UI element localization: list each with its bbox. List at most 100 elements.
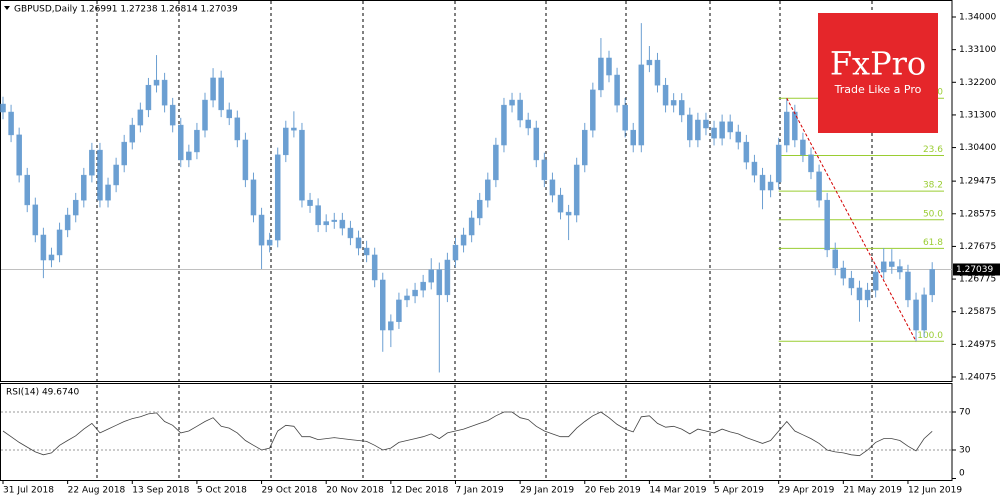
y-tick-label: 1.25875	[959, 307, 996, 317]
candle-body	[751, 161, 758, 176]
candle-body	[339, 219, 346, 229]
candle-body	[485, 179, 491, 201]
y-tick-label: 1.33100	[959, 45, 996, 55]
current-price-tag	[953, 263, 1000, 276]
logo-box	[818, 13, 938, 133]
candle-body	[816, 171, 822, 201]
candle-body	[145, 84, 152, 111]
trendline	[786, 98, 917, 342]
indicator-tick-label: 70	[959, 408, 971, 418]
candle-body	[121, 141, 127, 166]
candle-body	[105, 184, 111, 201]
fibonacci-label: 38.2	[923, 181, 943, 191]
candle-body	[169, 104, 176, 126]
x-tick-label: 29 Oct 2018	[262, 486, 318, 496]
candle-body	[452, 244, 459, 261]
candle-body	[153, 79, 160, 86]
candle-body	[549, 179, 556, 196]
candle-body	[824, 199, 830, 251]
candle-body	[113, 164, 119, 186]
candle-body	[468, 217, 475, 236]
candle-body	[493, 144, 499, 181]
y-tick-label: 1.32200	[959, 78, 996, 88]
candle-body	[258, 214, 265, 246]
candle-body	[89, 149, 95, 176]
candle-body	[646, 59, 653, 66]
candle-body	[97, 149, 103, 201]
candle-body	[460, 234, 467, 246]
candle-body	[420, 281, 426, 291]
x-tick-label: 7 Jan 2019	[455, 486, 503, 496]
candle-body	[678, 100, 685, 116]
candle-body	[727, 121, 733, 133]
candle-body	[226, 109, 232, 119]
candle-body	[129, 124, 136, 143]
candle-body	[630, 129, 636, 146]
candle-body	[331, 219, 338, 222]
candle-body	[775, 144, 782, 183]
candle-body	[210, 77, 216, 101]
candle-body	[32, 204, 39, 236]
indicator-frame	[0, 383, 953, 481]
x-tick-label: 29 Jan 2019	[520, 486, 574, 496]
candle-body	[16, 134, 22, 176]
candle-body	[476, 199, 483, 219]
candle-body	[565, 211, 572, 216]
candle-body	[687, 114, 693, 141]
candle-body	[178, 124, 184, 161]
candle-body	[889, 261, 895, 267]
candle-body	[307, 199, 313, 206]
candle-body	[436, 269, 443, 296]
candle-body	[856, 287, 863, 301]
candle-body	[428, 269, 434, 283]
candle-body	[767, 181, 774, 191]
candle-body	[404, 295, 410, 301]
candle-body	[396, 299, 402, 322]
candle-body	[921, 294, 927, 331]
y-tick-label: 1.29475	[959, 177, 996, 187]
candle-body	[501, 104, 507, 146]
candle-body	[194, 129, 200, 153]
x-tick-label: 22 Aug 2018	[68, 486, 126, 496]
fibonacci-label: 61.8	[923, 238, 943, 248]
candle-body	[695, 119, 701, 141]
candle-body	[81, 174, 87, 201]
candle-body	[371, 254, 378, 281]
candle-body	[283, 127, 289, 156]
logo-brand: FxPro	[830, 45, 926, 83]
y-tick-label: 1.34000	[959, 13, 996, 23]
candle-body	[792, 111, 798, 141]
candle-body	[606, 57, 612, 76]
candle-body	[299, 129, 305, 201]
candle-body	[355, 237, 362, 249]
candle-body	[202, 99, 208, 131]
candle-body	[711, 127, 717, 139]
candle-body	[654, 59, 661, 86]
y-tick-label: 1.30400	[959, 143, 996, 153]
rsi-line	[2, 411, 933, 457]
candle-body	[412, 289, 418, 297]
fibonacci-label: 23.6	[923, 145, 943, 155]
x-tick-label: 13 Sep 2018	[132, 486, 189, 496]
candle-body	[880, 261, 887, 273]
candle-body	[161, 79, 168, 106]
candle-body	[638, 64, 645, 146]
indicator-title: RSI(14) 49.6740	[6, 388, 79, 398]
candle-body	[622, 104, 628, 131]
candle-body	[363, 247, 370, 256]
x-tick-label: 29 Apr 2019	[779, 486, 835, 496]
candle-body	[598, 57, 604, 91]
candle-body	[541, 159, 548, 181]
candle-body	[735, 131, 742, 143]
candle-body	[517, 99, 523, 121]
candle-body	[323, 221, 329, 226]
y-tick-label: 1.28575	[959, 209, 996, 219]
candle-body	[444, 259, 451, 296]
menu-arrow	[4, 6, 10, 10]
x-tick-label: 12 Jun 2019	[908, 486, 962, 496]
candle-body	[48, 254, 55, 261]
y-tick-label: 1.26775	[959, 275, 996, 285]
candle-body	[533, 127, 540, 161]
candle-body	[848, 277, 855, 289]
candle-body	[388, 321, 394, 331]
